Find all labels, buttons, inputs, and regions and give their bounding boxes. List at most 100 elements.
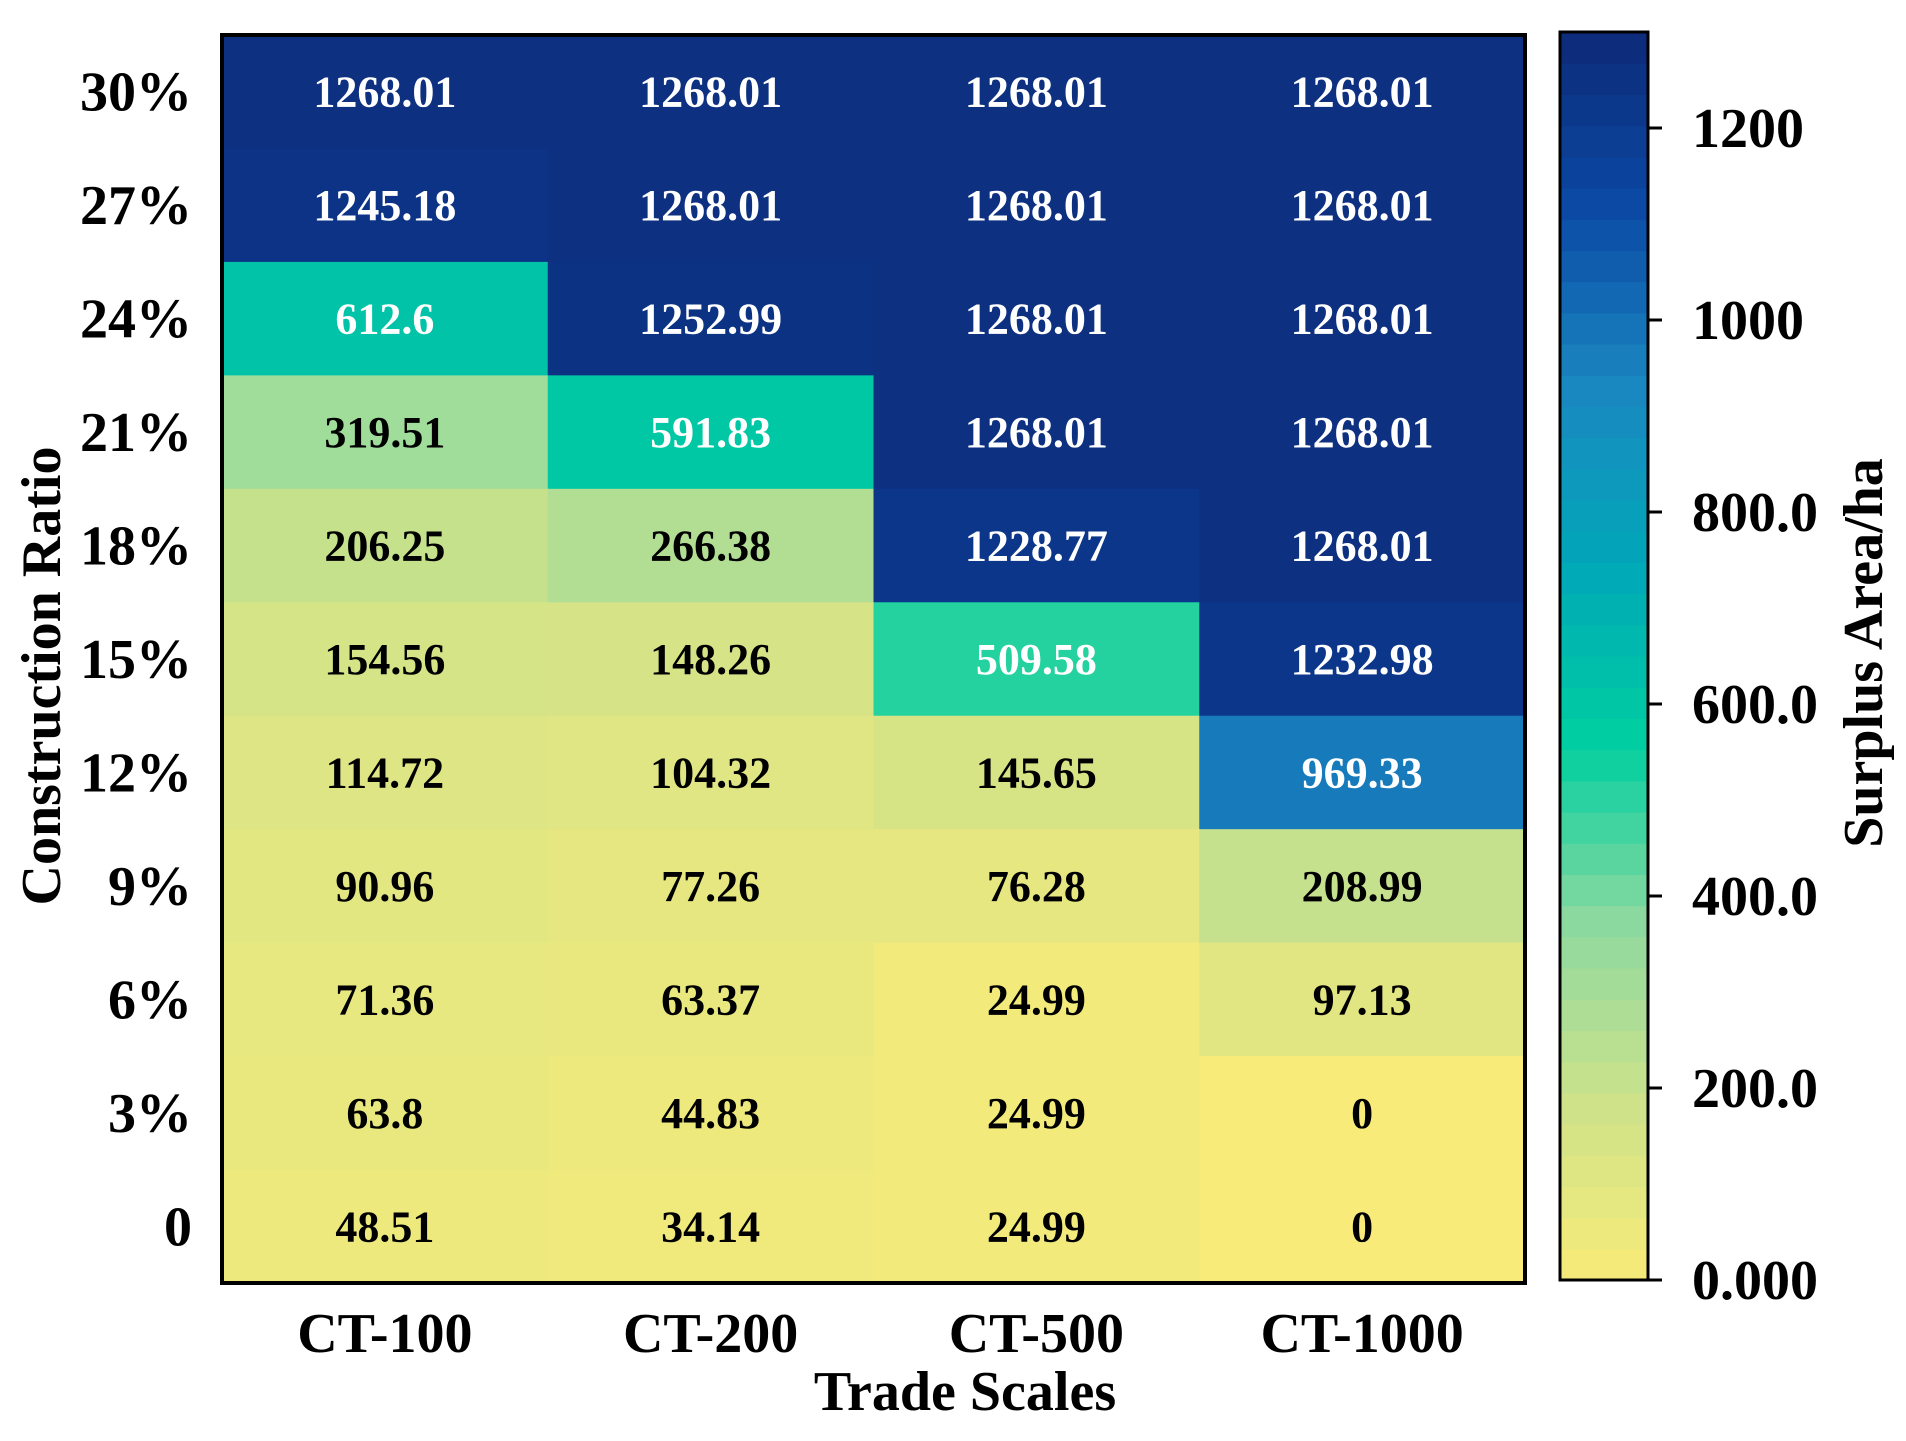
colorbar-band (1560, 687, 1648, 719)
heatmap-cell (1199, 148, 1526, 263)
y-tick-label: 0 (164, 1196, 192, 1258)
cell-value-label: 591.83 (650, 408, 771, 457)
plot-frame (220, 33, 1527, 1285)
colorbar-band (1560, 281, 1648, 314)
cell-value-label: 969.33 (1302, 748, 1423, 797)
cell-value-label: 0 (1351, 1202, 1373, 1251)
colorbar-tick-label: 0.000 (1692, 1250, 1818, 1312)
heatmap-cell (1199, 261, 1526, 376)
cell-value-label: 1268.01 (1291, 68, 1434, 117)
heatmap-cell (222, 942, 549, 1057)
cell-value-label: 1268.01 (1291, 522, 1434, 571)
colorbar-band (1560, 375, 1648, 407)
colorbar-band (1560, 718, 1648, 751)
heatmap-cell (547, 715, 875, 830)
colorbar-band (1560, 188, 1648, 220)
cell-value-label: 1268.01 (965, 181, 1108, 230)
colorbar-band (1560, 1186, 1648, 1219)
heatmap-cell (873, 715, 1200, 830)
y-tick-label: 27% (80, 175, 192, 237)
cell-value-label: 1268.01 (1291, 295, 1434, 344)
colorbar-band (1560, 624, 1648, 657)
colorbar-tick-labels: 0.000 200.0 400.0 600.0 800.0 1000 1200 (1648, 98, 1818, 1312)
heatmap-cells (222, 35, 1526, 1284)
cell-value-labels: 1268.01 1268.01 1268.01 1268.01 1245.18 1268.… (313, 68, 1433, 1252)
heatmap-cell (547, 829, 875, 944)
cell-value-label: 206.25 (324, 522, 445, 571)
heatmap-cell (547, 375, 875, 490)
cell-value-label: 0 (1351, 1089, 1373, 1138)
colorbar-tick-label: 1200 (1692, 98, 1804, 160)
cell-value-label: 114.72 (326, 748, 445, 797)
cell-value-label: 104.32 (650, 748, 771, 797)
x-tick-label: CT-1000 (1260, 1303, 1463, 1365)
colorbar-band (1560, 843, 1648, 875)
heatmap-cell (222, 35, 549, 150)
colorbar-band (1560, 406, 1648, 439)
x-axis-tick-labels: CT-100 CT-200 CT-500 CT-1000 (297, 1303, 1464, 1365)
colorbar-band (1560, 531, 1648, 563)
colorbar-band (1560, 1217, 1648, 1250)
colorbar-band (1560, 749, 1648, 782)
x-tick-label: CT-500 (949, 1303, 1124, 1365)
colorbar-band (1560, 905, 1648, 938)
cell-value-label: 1268.01 (639, 68, 782, 117)
colorbar-band (1560, 312, 1648, 345)
x-tick-label: CT-100 (297, 1303, 472, 1365)
colorbar-band (1560, 656, 1648, 688)
colorbar-band (1560, 32, 1648, 64)
cell-value-label: 77.26 (661, 862, 760, 911)
heatmap-cell (547, 602, 875, 717)
cell-value-label: 71.36 (335, 975, 434, 1024)
colorbar-band (1560, 562, 1648, 595)
heatmap-cell (547, 148, 875, 263)
heatmap-cell (1199, 829, 1526, 944)
x-tick-label: CT-200 (623, 1303, 798, 1365)
cell-value-label: 76.28 (987, 862, 1086, 911)
colorbar-band (1560, 63, 1648, 95)
colorbar-band (1560, 156, 1648, 189)
cell-value-label: 97.13 (1313, 975, 1412, 1024)
y-tick-label: 6% (108, 969, 192, 1031)
cell-value-label: 1268.01 (639, 181, 782, 230)
colorbar-band (1560, 344, 1648, 376)
heatmap-cell (873, 375, 1200, 490)
colorbar-band (1560, 125, 1648, 158)
heatmap-cell (1199, 1056, 1526, 1171)
y-tick-label: 24% (80, 289, 192, 351)
colorbar-band (1560, 874, 1648, 907)
cell-value-label: 148.26 (650, 635, 771, 684)
cell-value-label: 24.99 (987, 975, 1086, 1024)
cell-value-label: 1252.99 (639, 295, 782, 344)
colorbar-band (1560, 593, 1648, 626)
y-axis-label: Construction Ratio (11, 447, 73, 906)
colorbar-tick-label: 800.0 (1692, 482, 1818, 544)
heatmap-cell (222, 715, 549, 830)
cell-value-label: 1232.98 (1291, 635, 1434, 684)
colorbar-frame (1558, 30, 1650, 1282)
colorbar-tick-label: 400.0 (1692, 866, 1818, 928)
colorbar-band (1560, 1092, 1648, 1125)
y-tick-label: 12% (80, 742, 192, 804)
y-tick-label: 18% (80, 516, 192, 578)
cell-value-label: 208.99 (1302, 862, 1423, 911)
heatmap-cell (547, 488, 875, 603)
cell-value-label: 1228.77 (965, 522, 1108, 571)
cell-value-label: 509.58 (976, 635, 1097, 684)
colorbar-band (1560, 219, 1648, 251)
colorbar-band (1560, 812, 1648, 844)
colorbar-band (1560, 1124, 1648, 1156)
colorbar-band (1560, 437, 1648, 470)
colorbar-band (1560, 936, 1648, 969)
cell-value-label: 1268.01 (965, 68, 1108, 117)
heatmap-cell (222, 829, 549, 944)
heatmap-cell (547, 261, 875, 376)
colorbar (1560, 32, 1648, 1281)
heatmap-cell (1199, 488, 1526, 603)
heatmap-cell (873, 1169, 1200, 1284)
cell-value-label: 44.83 (661, 1089, 760, 1138)
cell-value-label: 319.51 (324, 408, 445, 457)
heatmap-cell (547, 1056, 875, 1171)
cell-value-label: 154.56 (324, 635, 445, 684)
